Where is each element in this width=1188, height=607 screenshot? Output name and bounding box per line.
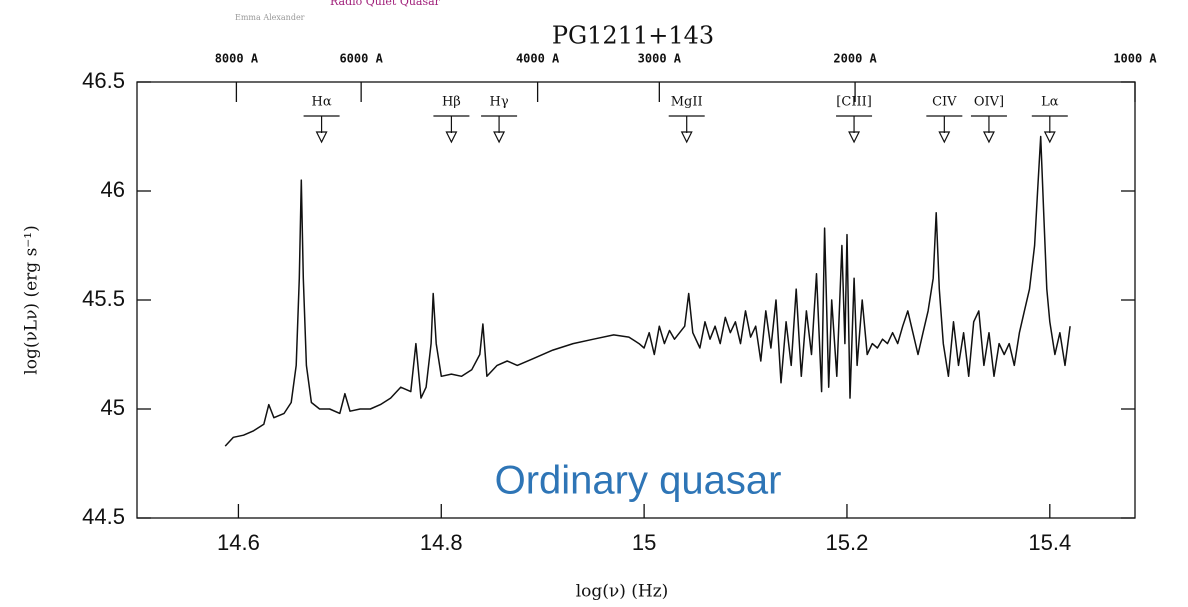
line-label: Hγ — [490, 95, 509, 110]
line-label: Hβ — [442, 95, 461, 110]
y-tick-label: 46 — [101, 177, 125, 202]
x2-tick-label: 3000 A — [638, 52, 682, 66]
x-tick-label: 15.4 — [1028, 530, 1071, 555]
x2-tick-label: 4000 A — [516, 52, 560, 66]
x2-tick-label: 8000 A — [215, 52, 259, 66]
plot-frame — [136, 81, 1136, 519]
x2-tick-label: 6000 A — [339, 52, 383, 66]
x-tick-label: 14.8 — [420, 530, 463, 555]
line-label: MgII — [671, 95, 703, 110]
line-marker — [668, 115, 705, 144]
y-tick-label: 45.5 — [82, 286, 125, 311]
x-tick-label: 15 — [632, 530, 656, 555]
line-marker — [1031, 115, 1068, 144]
spectrum-line — [224, 135, 1071, 447]
line-marker — [433, 115, 470, 144]
line-label: Lα — [1041, 95, 1059, 110]
x2-tick-label: 2000 A — [833, 52, 877, 66]
y-tick-label: 44.5 — [82, 504, 125, 529]
line-marker — [836, 115, 873, 144]
line-marker — [303, 115, 340, 144]
y-tick-label: 45 — [101, 395, 125, 420]
annotation: Ordinary quasar — [495, 459, 782, 503]
line-marker — [481, 115, 518, 144]
line-label: CIV — [932, 95, 957, 110]
y-tick-label: 46.5 — [82, 68, 125, 93]
line-label: OIV] — [974, 95, 1004, 110]
line-marker — [970, 115, 1007, 144]
y-axis-label: log(νLν) (erg s⁻¹) — [22, 225, 42, 374]
x-tick-label: 15.2 — [826, 530, 869, 555]
chart-title: PG1211+143 — [552, 22, 714, 50]
x-axis-label: log(ν) (Hz) — [576, 582, 669, 602]
x-tick-label: 14.6 — [217, 530, 260, 555]
line-label: Hα — [312, 95, 332, 110]
topic: Radio Quiet Quasar — [330, 0, 441, 8]
line-label: [CIII] — [836, 95, 872, 110]
author: Emma Alexander — [235, 13, 305, 22]
line-marker — [926, 115, 963, 144]
x2-tick-label: 1000 A — [1113, 52, 1157, 66]
